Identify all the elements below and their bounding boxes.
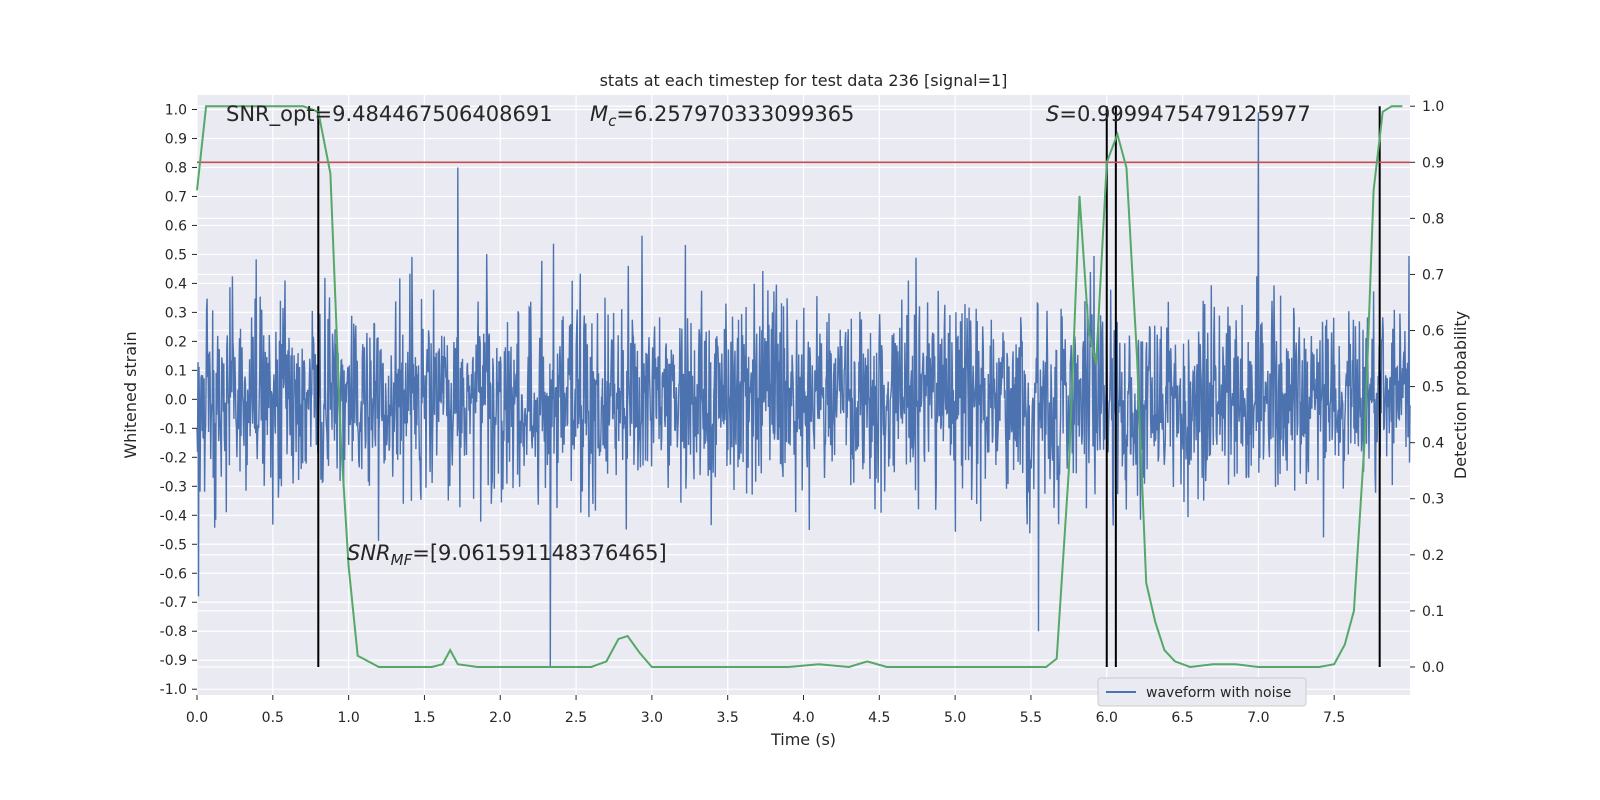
annotation-chirp-mass-subscript: c — [608, 112, 617, 130]
waveform-with-noise-series — [196, 112, 1411, 667]
x-tick-label: 4.0 — [792, 710, 814, 726]
y-right-tick-label: 0.7 — [1422, 267, 1444, 283]
y-left-tick-label: 0.9 — [165, 131, 187, 147]
y-left-tick-label: 0.6 — [165, 218, 187, 234]
annotation-chirp-mass: Mc=6.257970333099365 — [590, 102, 854, 130]
annotation-s-value: =0.9999475479125977 — [1059, 102, 1310, 126]
annotation-chirp-mass-value: =6.257970333099365 — [616, 102, 854, 126]
y-left-tick-label: -0.1 — [160, 421, 187, 437]
chart-title: stats at each timestep for test data 236… — [600, 71, 1008, 90]
y-left-tick-label: 1.0 — [165, 102, 187, 118]
y-left-tick-label: 0.3 — [165, 305, 187, 321]
annotation-chirp-mass-symbol: M — [590, 102, 608, 126]
y-left-tick-label: -0.3 — [160, 479, 187, 495]
y-left-tick-label: 0.8 — [165, 160, 187, 176]
y-right-tick-label: 0.5 — [1422, 380, 1444, 396]
waveform-line — [196, 112, 1411, 667]
x-tick-label: 0.0 — [186, 710, 208, 726]
x-tick-label: 2.5 — [565, 710, 587, 726]
y-left-tick-label: -0.2 — [160, 450, 187, 466]
x-axis-label: Time (s) — [770, 730, 836, 749]
y-right-tick-label: 0.1 — [1422, 604, 1444, 620]
x-tick-label: 0.5 — [262, 710, 284, 726]
detection-probability-line — [196, 105, 1403, 669]
y-right-tick-label: 0.3 — [1422, 492, 1444, 508]
y-right-tick-label: 0.2 — [1422, 548, 1444, 564]
x-tick-label: 7.0 — [1247, 710, 1269, 726]
y-left-tick-label: -0.4 — [160, 508, 187, 524]
y-axis-right-label: Detection probability — [1451, 311, 1470, 479]
y-left-tick-label: 0.4 — [165, 276, 187, 292]
legend-box — [1097, 677, 1307, 707]
legend-label-waveform: waveform with noise — [1146, 685, 1291, 701]
vertical-markers — [317, 106, 1381, 667]
annotation-snr-mf-symbol: SNR — [347, 541, 391, 565]
y-left-tick-label: 0.7 — [165, 189, 187, 205]
y-right-tick-label: 0.9 — [1422, 155, 1444, 171]
x-tick-label: 2.0 — [489, 710, 511, 726]
x-tick-label: 1.5 — [413, 710, 435, 726]
y-left-tick-label: 0.1 — [165, 363, 187, 379]
y-left-tick-label: 0.2 — [165, 334, 187, 350]
axis-ticks: 0.0 0.5 1.0 1.5 2.0 2.5 3.0 3.5 4.0 4.5 5.0 5.5 6.0 6… — [160, 99, 1445, 726]
annotation-snr-mf: SNRMF=[9.061591148376465] — [347, 541, 667, 569]
legend: waveform with noise — [1097, 677, 1307, 707]
detection-probability-series — [196, 105, 1410, 669]
y-left-tick-label: 0.0 — [165, 392, 187, 408]
y-left-tick-label: -0.8 — [160, 624, 187, 640]
y-left-tick-label: -0.9 — [160, 653, 187, 669]
y-right-tick-label: 0.4 — [1422, 436, 1444, 452]
annotation-snr-mf-value: =[9.061591148376465] — [412, 541, 666, 565]
x-tick-label: 5.5 — [1020, 710, 1042, 726]
x-tick-label: 6.5 — [1171, 710, 1193, 726]
y-right-tick-label: 0.6 — [1422, 324, 1444, 340]
y-right-tick-label: 0.0 — [1422, 660, 1444, 676]
x-tick-label: 1.0 — [337, 710, 359, 726]
annotation-s-symbol: S — [1046, 102, 1059, 126]
y-left-tick-label: -0.7 — [160, 595, 187, 611]
y-left-tick-label: -0.5 — [160, 537, 187, 553]
y-left-tick-label: -0.6 — [160, 566, 187, 582]
y-axis-left-label: Whitened strain — [121, 331, 140, 458]
y-left-tick-label: -1.0 — [160, 682, 187, 698]
x-tick-label: 4.5 — [868, 710, 890, 726]
x-tick-label: 6.0 — [1096, 710, 1118, 726]
y-left-tick-label: 0.5 — [165, 247, 187, 263]
annotation-snr-mf-subscript: MF — [391, 551, 413, 569]
y-right-tick-label: 1.0 — [1422, 99, 1444, 115]
x-tick-label: 7.5 — [1323, 710, 1345, 726]
x-tick-label: 3.0 — [641, 710, 663, 726]
x-tick-label: 3.5 — [717, 710, 739, 726]
x-tick-label: 5.0 — [944, 710, 966, 726]
annotation-snr-opt: SNR_opt=9.484467506408691 — [226, 102, 553, 127]
annotation-detection-statistic: S=0.9999475479125977 — [1046, 102, 1311, 126]
y-right-tick-label: 0.8 — [1422, 211, 1444, 227]
